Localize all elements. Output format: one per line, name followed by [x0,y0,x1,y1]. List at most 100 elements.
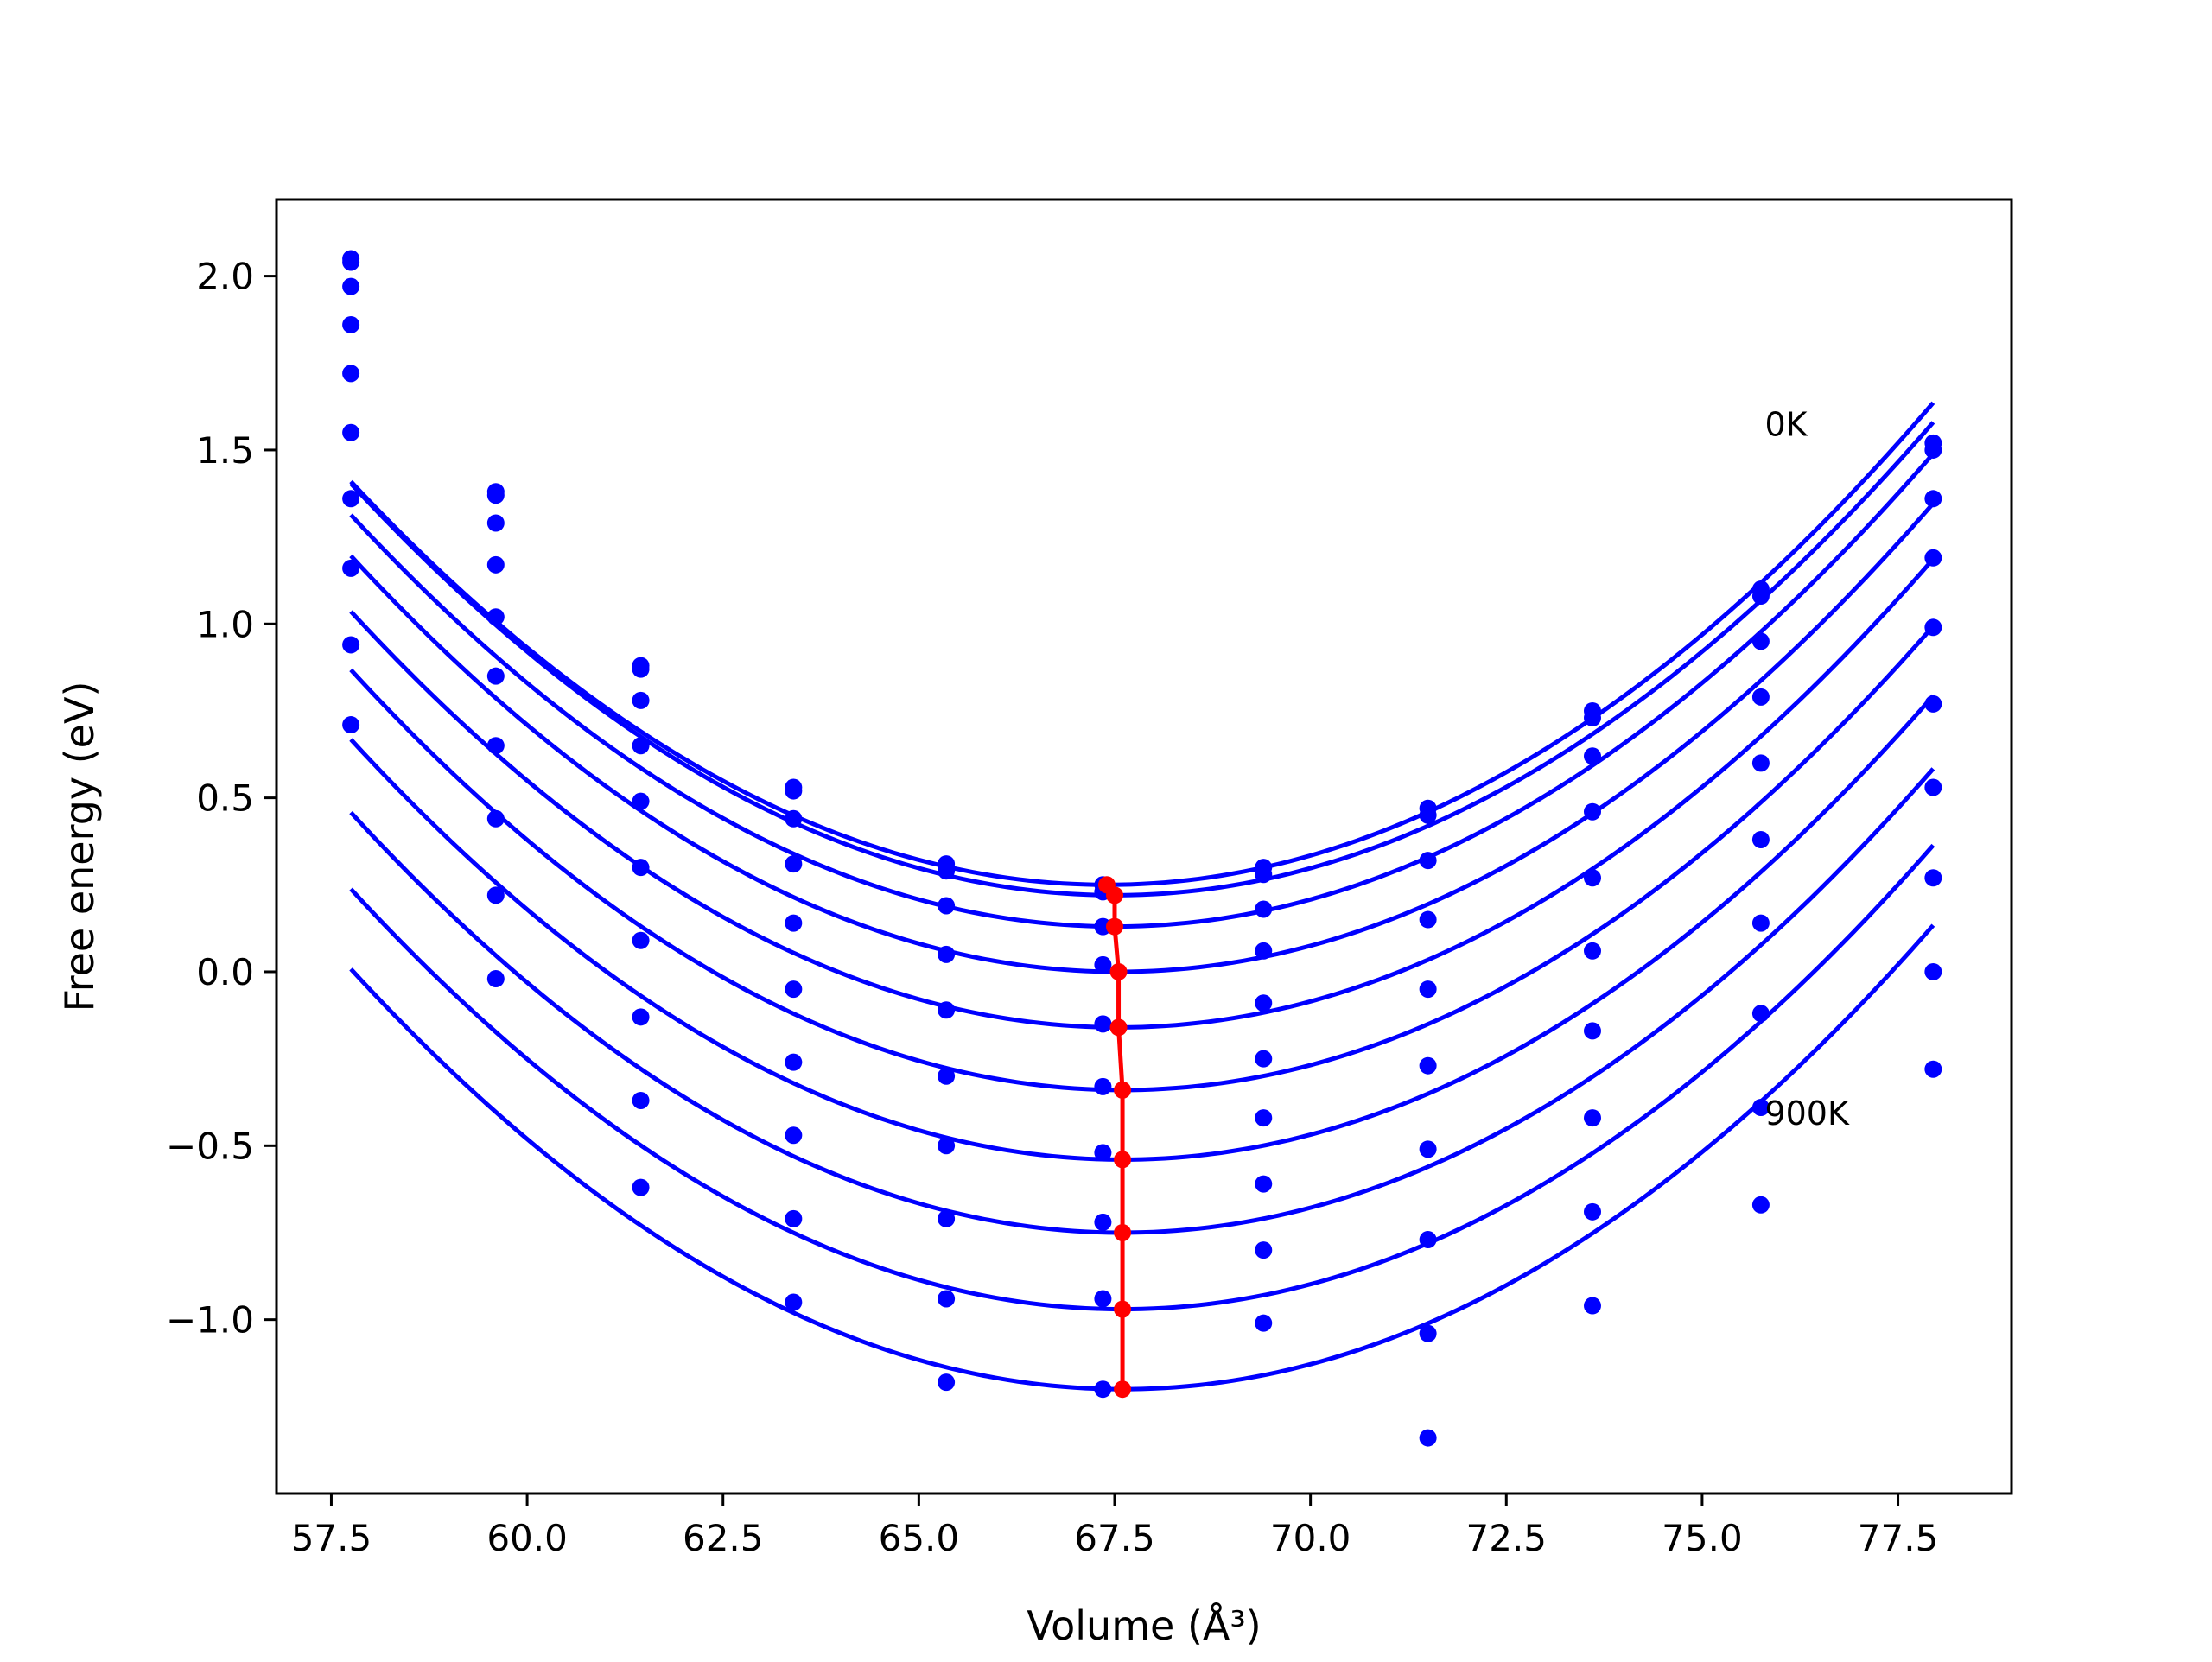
x-tick-label-4: 67.5 [1074,1517,1155,1559]
data-point-2-1 [486,514,505,532]
data-point-8-7 [1419,1324,1437,1342]
data-point-7-0 [342,559,360,577]
data-point-4-1 [486,608,505,626]
data-point-5-8 [1584,942,1601,960]
data-point-1-9 [1751,587,1770,606]
data-point-8-1 [486,886,505,904]
data-point-4-6 [1255,994,1273,1012]
data-point-4-2 [632,792,650,810]
data-point-6-8 [1584,1022,1601,1040]
annotation-1: 900K [1764,1094,1850,1132]
data-point-1-3 [785,782,803,800]
data-point-9-1 [486,970,505,988]
minima-point-2 [1106,917,1123,936]
data-point-7-4 [938,1209,956,1227]
data-point-9-7 [1419,1429,1437,1447]
fit-curve-7 [349,767,1936,1235]
data-point-2-6 [1255,900,1273,918]
data-point-5-2 [632,859,650,877]
data-point-4-7 [1419,980,1437,999]
x-tick-label-2: 62.5 [683,1517,764,1559]
fit-curve-3 [349,502,1936,974]
data-point-1-6 [1255,866,1273,884]
annotation-0: 0K [1764,406,1808,444]
y-tick-label-6: 2.0 [196,256,254,298]
data-point-4-9 [1751,754,1770,772]
data-point-7-6 [1255,1175,1273,1193]
x-tick-label-0: 57.5 [291,1517,372,1559]
data-point-6-3 [785,1053,803,1071]
data-point-9-4 [938,1373,956,1392]
fit-curve-0 [349,401,1936,887]
data-point-6-2 [632,931,650,949]
fit-curve-2 [349,452,1936,929]
minima-point-7 [1114,1223,1132,1241]
minima-point-6 [1114,1151,1132,1169]
data-point-9-5 [1094,1380,1112,1399]
y-tick-label-5: 1.5 [196,429,254,472]
data-point-4-3 [785,914,803,932]
y-tick-label-1: −0.5 [166,1125,254,1167]
data-point-8-3 [785,1209,803,1227]
x-axis: 57.5 60.0 62.5 65.0 67.5 70.0 72.5 75.0 77.5 [291,1494,1938,1559]
data-point-3-3 [785,855,803,873]
data-point-8-6 [1255,1241,1273,1259]
fit-curve-9 [349,923,1936,1392]
data-point-7-10 [1924,869,1942,887]
data-point-6-7 [1419,1140,1437,1158]
data-point-2-3 [785,809,803,828]
y-axis: −1.0 −0.5 0.0 0.5 1.0 1.5 2.0 [166,256,276,1342]
x-tick-label-5: 70.0 [1270,1517,1351,1559]
x-tick-label-3: 65.0 [879,1517,960,1559]
data-point-5-4 [938,1067,956,1085]
data-point-1-7 [1419,806,1437,824]
fit-curve-6 [349,694,1936,1162]
minima-point-5 [1114,1081,1132,1099]
data-point-1-2 [632,660,650,678]
annotations: 0K 900K [1764,406,1850,1132]
data-point-8-0 [342,636,360,654]
data-point-2-8 [1584,747,1601,765]
data-point-6-6 [1255,1109,1273,1127]
data-point-4-4 [938,1001,956,1019]
data-point-5-5 [1094,1077,1112,1095]
x-axis-label: Volume (Å³) [1027,1602,1262,1649]
data-point-1-10 [1924,441,1942,459]
fit-curve-4 [349,557,1936,1030]
y-tick-label-0: −1.0 [166,1299,254,1342]
data-point-3-9 [1751,688,1770,706]
x-tick-label-6: 72.5 [1466,1517,1548,1559]
data-point-1-0 [342,253,360,271]
data-point-8-8 [1584,1202,1601,1221]
data-point-5-7 [1419,1056,1437,1075]
data-point-3-4 [938,945,956,963]
data-point-8-2 [632,1091,650,1109]
x-tick-label-7: 75.0 [1662,1517,1743,1559]
data-point-3-8 [1584,802,1601,821]
data-point-7-1 [486,809,505,828]
fit-curve-8 [349,843,1936,1312]
minima-point-4 [1109,1018,1128,1037]
data-point-7-5 [1094,1213,1112,1231]
fit-curve-5 [349,625,1936,1093]
data-point-6-4 [938,1137,956,1155]
data-point-1-8 [1584,709,1601,727]
data-point-9-8 [1584,1297,1601,1315]
data-point-5-6 [1255,1050,1273,1068]
data-point-3-6 [1255,942,1273,960]
y-tick-label-2: 0.0 [196,951,254,993]
minima-point-8 [1114,1300,1132,1318]
data-point-2-7 [1419,852,1437,870]
data-point-7-2 [632,1008,650,1026]
fit-curve-1 [349,421,1936,898]
data-point-9-9 [1751,1196,1770,1214]
data-point-4-5 [1094,1015,1112,1033]
y-tick-label-4: 1.0 [196,603,254,645]
data-point-3-0 [342,315,360,333]
data-point-5-9 [1751,830,1770,848]
y-axis-label: Free energy (eV) [56,682,103,1012]
data-point-7-8 [1584,1109,1601,1127]
plot-area [342,250,1942,1447]
data-point-3-2 [632,737,650,755]
